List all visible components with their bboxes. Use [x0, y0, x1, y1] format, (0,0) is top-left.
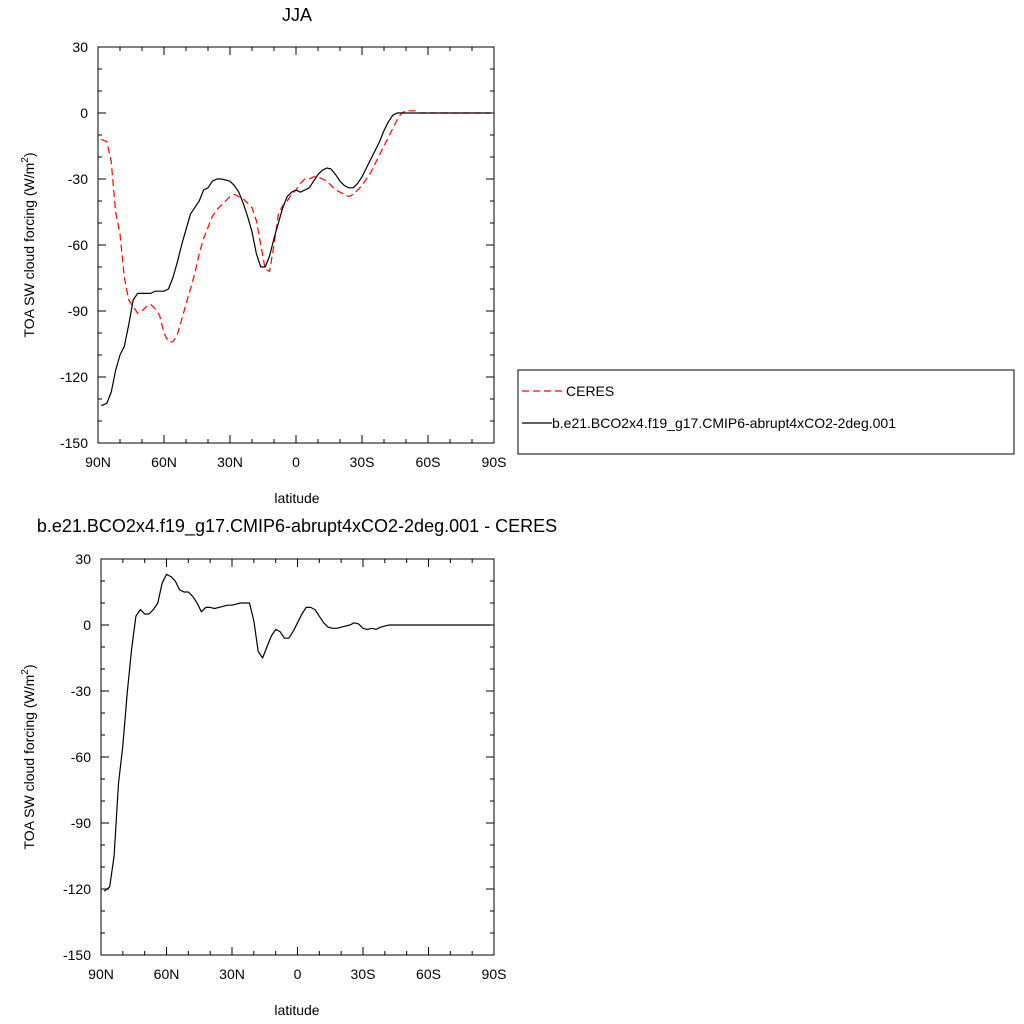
- y-tick-label: -150: [63, 947, 91, 963]
- top-y-tick-labels: 30 0 -30 -60 -90 -120 -150: [60, 39, 88, 451]
- legend: CERES b.e21.BCO2x4.f19_g17.CMIP6-abrupt4…: [517, 369, 1015, 455]
- y-tick-label: -30: [71, 683, 91, 699]
- y-tick-label: -150: [60, 435, 88, 451]
- bottom-axis-ticks: [100, 558, 495, 956]
- x-tick-label: 90S: [482, 454, 507, 470]
- y-tick-label: 30: [75, 551, 91, 567]
- top-plot-frame: [97, 46, 495, 444]
- bottom-plot-frame: [100, 558, 495, 956]
- top-panel: JJA 30 0 -30 -60 -90 -120 -150 90N 60N 30N 0 30S 60…: [20, 5, 506, 506]
- top-x-tick-labels: 90N 60N 30N 0 30S 60S 90S: [85, 454, 506, 470]
- x-tick-label: 30S: [351, 966, 376, 982]
- bottom-panel: b.e21.BCO2x4.f19_g17.CMIP6-abrupt4xCO2-2…: [20, 516, 557, 1018]
- series-line-difference: [103, 573, 491, 892]
- y-tick-label: 0: [80, 105, 88, 121]
- bottom-y-tick-labels: 30 0 -30 -60 -90 -120 -150: [63, 551, 91, 963]
- top-chart-title: JJA: [282, 5, 312, 25]
- y-tick-label: -60: [68, 237, 88, 253]
- x-tick-label: 60S: [416, 966, 441, 982]
- series-line-model: [101, 112, 491, 407]
- legend-label-ceres: CERES: [566, 383, 614, 399]
- series-line-ceres: [101, 110, 491, 343]
- x-tick-label: 0: [292, 454, 300, 470]
- y-tick-label: -30: [68, 171, 88, 187]
- x-tick-label: 0: [294, 966, 302, 982]
- bottom-x-tick-labels: 90N 60N 30N 0 30S 60S 90S: [88, 966, 506, 982]
- x-tick-label: 30N: [217, 454, 243, 470]
- y-tick-label: -90: [68, 303, 88, 319]
- bottom-y-axis-label: TOA SW cloud forcing (W/m2): [20, 664, 37, 849]
- top-y-axis-label: TOA SW cloud forcing (W/m2): [20, 152, 37, 337]
- bottom-x-axis-label: latitude: [274, 1002, 319, 1018]
- x-tick-label: 90S: [482, 966, 507, 982]
- y-tick-label: -120: [60, 369, 88, 385]
- y-tick-label: -60: [71, 749, 91, 765]
- y-tick-label: -120: [63, 881, 91, 897]
- legend-box: [517, 369, 1015, 455]
- x-tick-label: 60S: [416, 454, 441, 470]
- x-tick-label: 90N: [88, 966, 114, 982]
- legend-label-model: b.e21.BCO2x4.f19_g17.CMIP6-abrupt4xCO2-2…: [552, 415, 896, 431]
- x-tick-label: 60N: [154, 966, 180, 982]
- y-tick-label: 0: [83, 617, 91, 633]
- y-tick-label: -90: [71, 815, 91, 831]
- bottom-series-lines: [103, 573, 491, 892]
- top-series-lines: [101, 110, 491, 407]
- x-tick-label: 30N: [219, 966, 245, 982]
- x-tick-label: 60N: [151, 454, 177, 470]
- x-tick-label: 90N: [85, 454, 111, 470]
- top-x-axis-label: latitude: [274, 490, 319, 506]
- x-tick-label: 30S: [350, 454, 375, 470]
- top-axis-ticks: [97, 46, 495, 444]
- bottom-chart-title: b.e21.BCO2x4.f19_g17.CMIP6-abrupt4xCO2-2…: [37, 516, 557, 537]
- y-tick-label: 30: [72, 39, 88, 55]
